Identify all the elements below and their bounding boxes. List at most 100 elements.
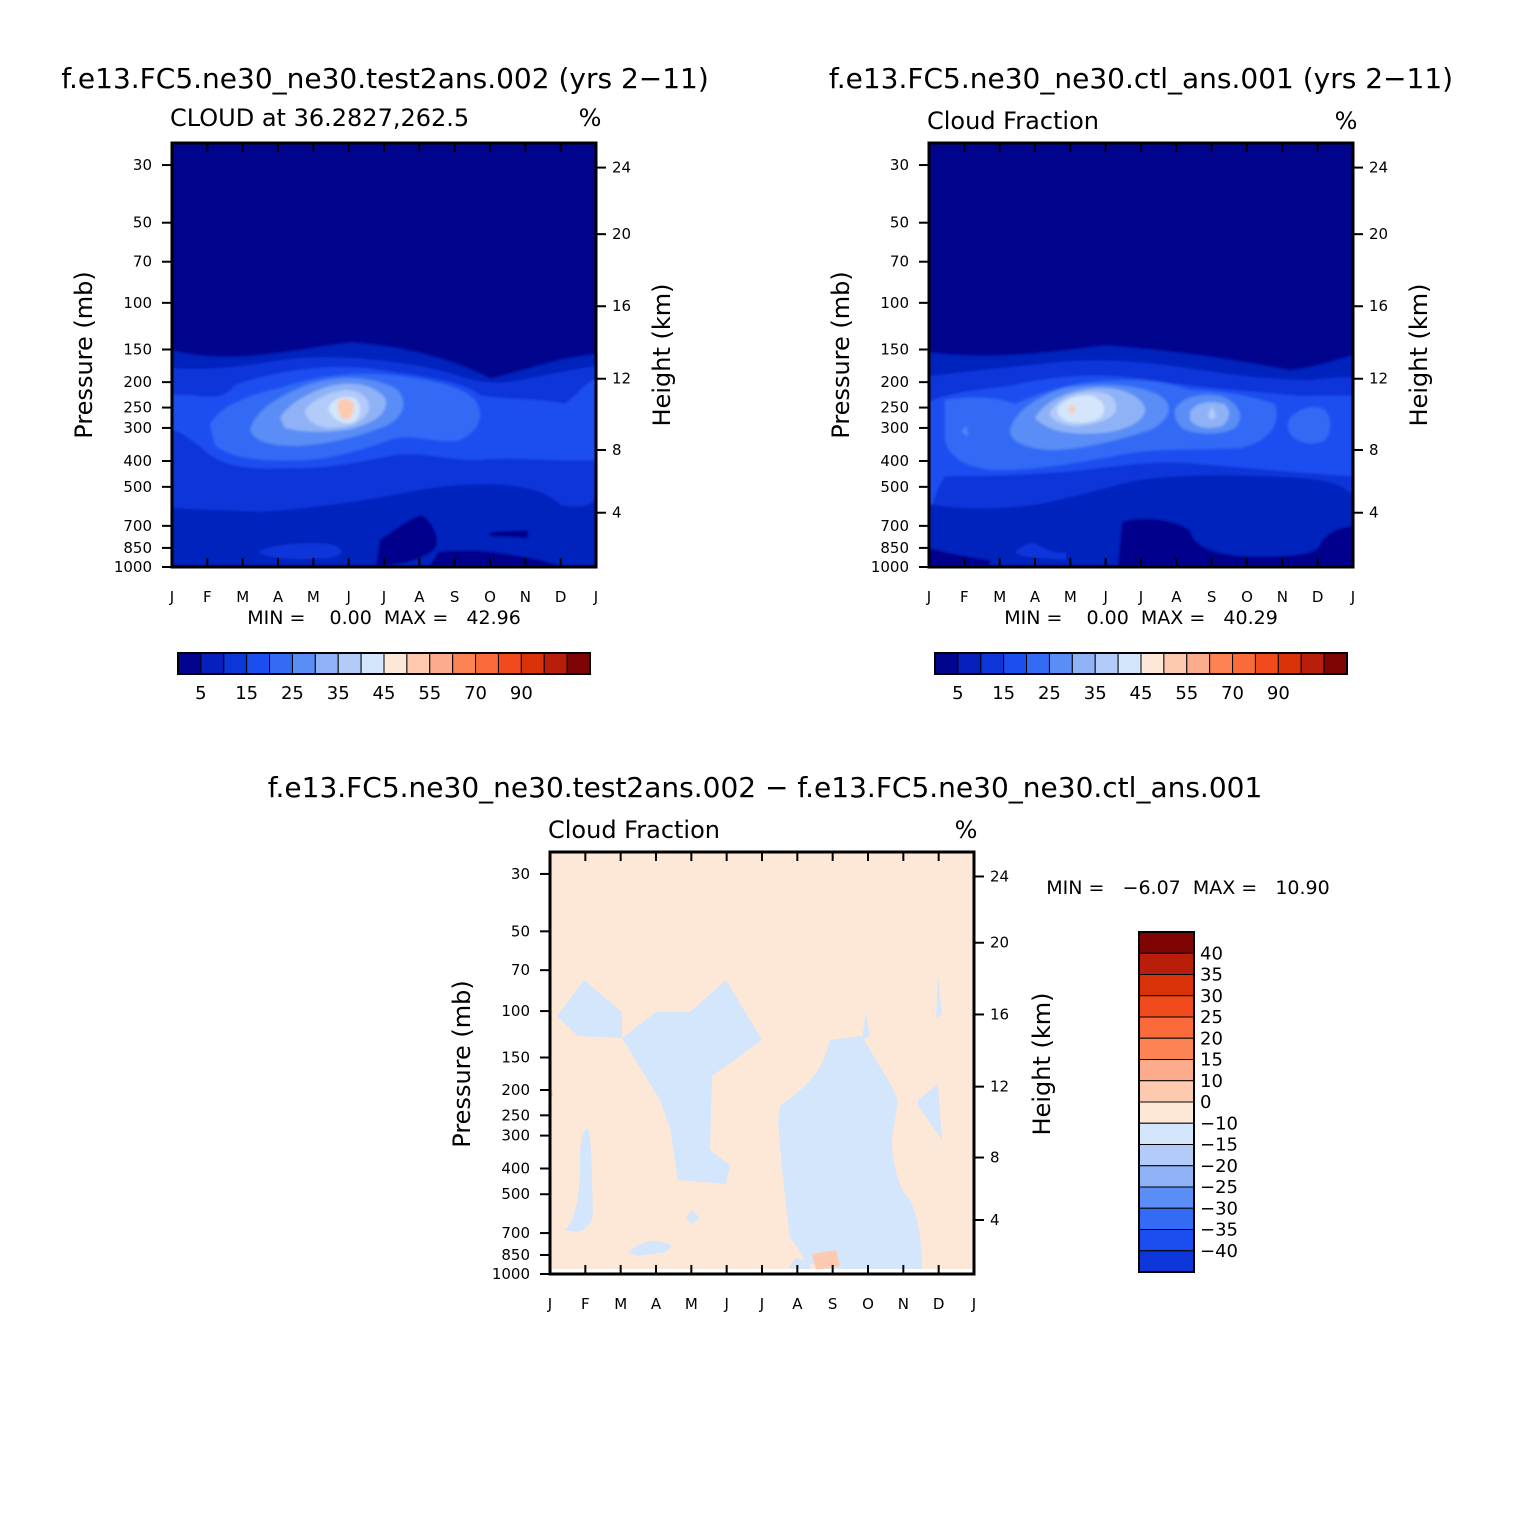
colorbar-swatch [383,652,408,675]
y-tick-label: 100 [880,294,909,312]
colorbar-label: 55 [418,683,441,704]
panel-title: f.e13.FC5.ne30_ne30.ctl_ans.001 (yrs 2−1… [829,62,1453,95]
colorbar-label: 5 [195,683,206,704]
min-max-stats: MIN = −6.07 MAX = 10.90 [1046,877,1329,899]
colorbar-swatch [1138,1186,1195,1209]
colorbar-label: 45 [373,683,396,704]
colorbar-label: −15 [1200,1135,1238,1156]
colorbar-swatch [337,652,362,675]
colorbar-swatch [1138,1101,1195,1124]
colorbar-swatch [1026,652,1050,675]
colorbar-swatch [1003,652,1028,675]
colorbar-frame [177,652,591,675]
colorbar-label: 45 [1130,683,1153,704]
min-max-stats: MIN = 0.00 MAX = 42.96 [247,607,521,629]
y-tick-label: 150 [880,340,909,358]
colorbar-label: 5 [952,683,963,704]
panel-title: f.e13.FC5.ne30_ne30.test2ans.002 (yrs 2−… [61,62,709,95]
panel-ctl-ans: f.e13.FC5.ne30_ne30.ctl_ans.001 (yrs 2−1… [827,62,1453,704]
y-tick-label: 50 [511,922,530,940]
colorbar-label: −25 [1200,1177,1238,1198]
colorbar-swatch [360,652,385,675]
colorbar-frame [934,652,1348,675]
y-tick-label: 30 [133,156,152,174]
colorbar-swatch [269,652,293,675]
x-tick-label: J [593,588,598,606]
y-tick-label: 1000 [114,558,152,576]
x-tick-label: J [723,1295,728,1313]
colorbar-swatch [1138,995,1195,1018]
y2-axis-label: Height (km) [1405,284,1433,427]
y2-tick-label: 8 [990,1149,1000,1167]
colorbar-swatch [957,652,982,675]
y-tick-label: 150 [501,1049,530,1067]
y2-tick-label: 16 [1369,297,1388,315]
y-axis-label: Pressure (mb) [448,980,476,1147]
y-tick-label: 200 [123,373,152,391]
y2-tick-label: 16 [990,1005,1009,1023]
y-tick-label: 850 [501,1246,530,1264]
y-tick-label: 700 [123,517,152,535]
y-tick-label: 300 [880,419,909,437]
y-tick-label: 250 [501,1106,530,1124]
colorbar-label: 90 [1267,683,1290,704]
units-label: % [579,104,602,132]
colorbar-label: 70 [1221,683,1244,704]
colorbar-swatch [314,652,339,675]
x-tick-label: N [1277,588,1288,606]
colorbar-swatch [1094,652,1119,675]
y-tick-label: 700 [501,1224,530,1242]
x-tick-label: A [651,1295,662,1313]
x-tick-label: F [581,1295,590,1313]
y-tick-label: 200 [501,1081,530,1099]
colorbar-label: 20 [1200,1028,1223,1049]
y2-tick-label: 12 [990,1078,1009,1096]
x-tick-label: O [484,588,496,606]
x-tick-label: M [614,1295,627,1313]
colorbar-swatch [1138,1080,1195,1103]
y-tick-label: 1000 [871,558,909,576]
colorbar-label: 25 [1200,1007,1223,1028]
y-tick-label: 200 [880,373,909,391]
y2-tick-label: 24 [612,159,631,177]
colorbar-swatch [1254,652,1279,675]
y2-tick-label: 12 [612,370,631,388]
x-tick-label: J [759,1295,764,1313]
colorbar-swatch [1138,974,1195,997]
panel-difference: f.e13.FC5.ne30_ne30.test2ans.002 − f.e13… [268,771,1330,1313]
y-tick-label: 300 [123,419,152,437]
axis-ticks: Pressure (mb) Height (km) MIN = 0.00 MAX… [827,271,1433,629]
y-tick-label: 70 [133,253,152,271]
y2-tick-label: 4 [1369,504,1379,522]
colorbar-swatch [1138,1144,1195,1167]
y-tick-label: 850 [123,539,152,557]
x-tick-label: D [933,1295,945,1313]
y2-axis-label: Height (km) [1028,993,1056,1136]
y2-tick-label: 4 [990,1211,1000,1229]
x-tick-label: S [1207,588,1217,606]
y2-tick-label: 8 [1369,441,1379,459]
x-tick-label: M [236,588,249,606]
colorbar-swatch [1138,1059,1195,1082]
colorbar-swatch [1209,652,1234,675]
axis-ticks: Pressure (mb) Height (km) MIN = −6.07 MA… [448,877,1330,1148]
colorbar-swatch [1138,1122,1195,1145]
y-tick-label: 100 [123,294,152,312]
colorbar-swatch [1138,1037,1195,1060]
colorbar-swatch [566,652,591,675]
colorbar-swatch [1186,652,1211,675]
colorbar-swatch [934,652,959,675]
colorbar-swatch [1048,652,1073,675]
colorbar-swatch [1117,652,1142,675]
colorbar-label: 35 [1084,683,1107,704]
colorbar-swatch [1138,952,1195,975]
y-tick-label: 250 [123,399,152,417]
x-tick-label: D [555,588,567,606]
colorbar-swatch [475,652,499,675]
y2-tick-label: 16 [612,297,631,315]
x-tick-label: M [993,588,1006,606]
colorbar-swatch [429,652,454,675]
y-tick-label: 400 [123,452,152,470]
y2-tick-label: 24 [1369,159,1388,177]
